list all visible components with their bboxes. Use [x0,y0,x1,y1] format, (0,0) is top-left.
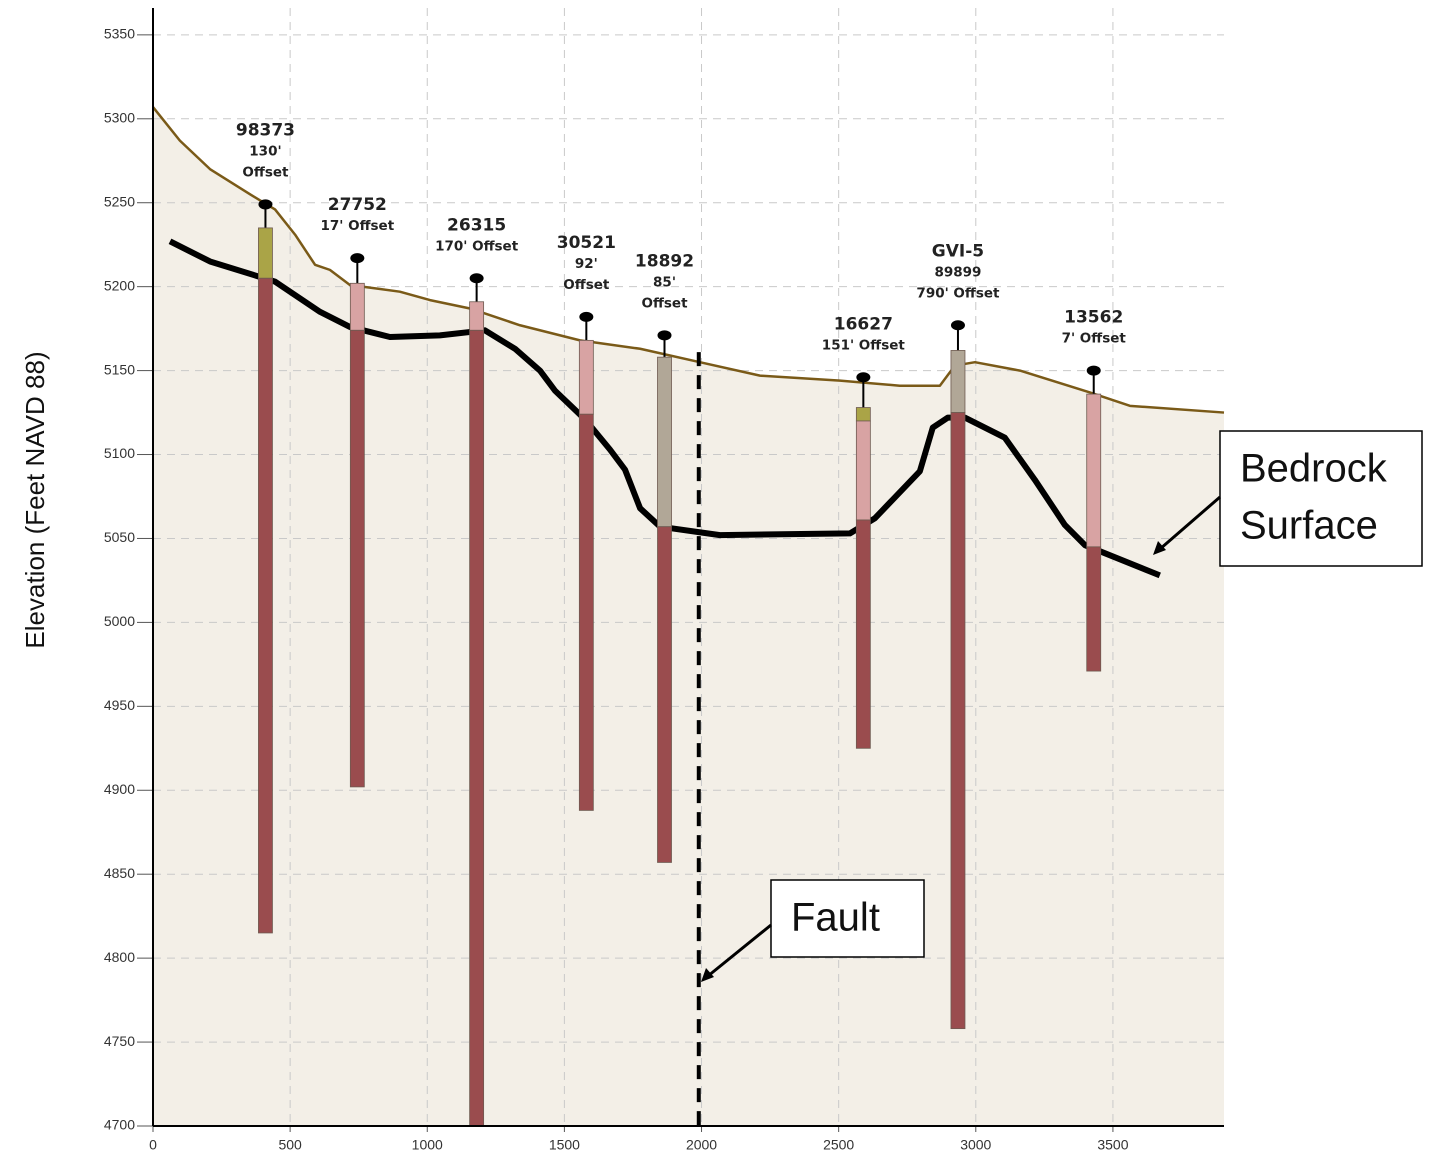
well-segment [469,301,485,331]
y-tick-label: 5300 [104,109,135,125]
well-label: 92' [575,256,598,272]
well-collar [657,330,672,341]
arrow-head [1153,541,1166,555]
well-label: Offset [242,164,289,180]
well-collar [1086,365,1101,376]
well-label: 790' Offset [916,285,1000,301]
well-label: 7' Offset [1062,331,1127,347]
y-tick-label: 5100 [104,445,135,461]
well-label: Offset [563,277,610,293]
well-label: GVI-5 [932,241,984,261]
y-tick-label: 4750 [104,1033,135,1049]
y-tick-label: 4950 [104,697,135,713]
x-tick-label: 1000 [412,1137,443,1153]
well-segment [578,413,594,811]
well-label: 85' [653,274,676,290]
y-tick-label: 4850 [104,865,135,881]
x-tick-label: 2500 [823,1137,854,1153]
annotation-box [770,879,925,958]
annotation-arrow [707,923,772,978]
well-collar [950,320,965,331]
well-label: 27752 [328,195,387,215]
well-segment [657,526,672,863]
well-collar [258,199,273,210]
well-segment [657,356,672,528]
y-tick-label: 5000 [104,613,135,629]
axis-layer: 4700475048004850490049505000505051005150… [104,8,1224,1153]
well-segment [258,227,273,279]
well-segment [855,407,871,422]
well-label: 18892 [635,251,694,271]
well-collar [350,253,365,264]
well-label: 130' [249,143,281,159]
well-segment [469,329,485,1127]
well-label: 151' Offset [822,337,906,353]
well-label: 170' Offset [435,238,519,254]
annotation-text: Fault [791,896,880,940]
well-segment [578,339,594,415]
well-collar [579,311,594,322]
well-label: 30521 [557,233,616,253]
annotation-arrow [1159,495,1221,551]
x-tick-label: 3000 [960,1137,991,1153]
well-layer: 98373 130' Offset 27752 17' Offset 26315 170' … [236,120,1127,1127]
x-tick-label: 0 [149,1137,157,1153]
well-segment [1086,546,1102,672]
y-tick-label: 5250 [104,193,135,209]
well-segment [349,329,365,788]
well-label: 13562 [1064,308,1123,328]
well-segment [950,412,966,1030]
x-tick-label: 3500 [1097,1137,1128,1153]
y-tick-label: 5050 [104,529,135,545]
annotation-text: Surface [1240,504,1378,548]
well-segment [258,277,273,934]
well-label: 16627 [834,314,893,334]
well-label: 17' Offset [320,218,394,234]
x-tick-label: 1500 [549,1137,580,1153]
y-tick-label: 4900 [104,781,135,797]
well-label: 89899 [934,264,981,280]
x-tick-label: 2000 [686,1137,717,1153]
well-segment [349,282,365,331]
well-segment [1086,393,1102,548]
ground-surface [152,106,1225,414]
well-label: 26315 [447,215,506,235]
y-tick-label: 5150 [104,361,135,377]
annotation-text: Bedrock [1240,447,1388,491]
y-axis-label: Elevation (Feet NAVD 88) [20,351,50,648]
well-collar [856,372,871,383]
well-segment [855,420,871,521]
y-tick-label: 5350 [104,26,135,42]
y-tick-label: 5200 [104,277,135,293]
arrow-head [701,968,714,982]
well-label: 98373 [236,120,295,140]
well-segment [950,350,966,413]
y-tick-label: 4700 [104,1117,135,1133]
well-collar [469,273,484,284]
line-layer [152,106,1225,1126]
x-tick-label: 500 [278,1137,302,1153]
well-segment [855,519,871,749]
bedrock-surface [168,238,1161,579]
well-label: Offset [641,295,688,311]
y-tick-label: 4800 [104,949,135,965]
